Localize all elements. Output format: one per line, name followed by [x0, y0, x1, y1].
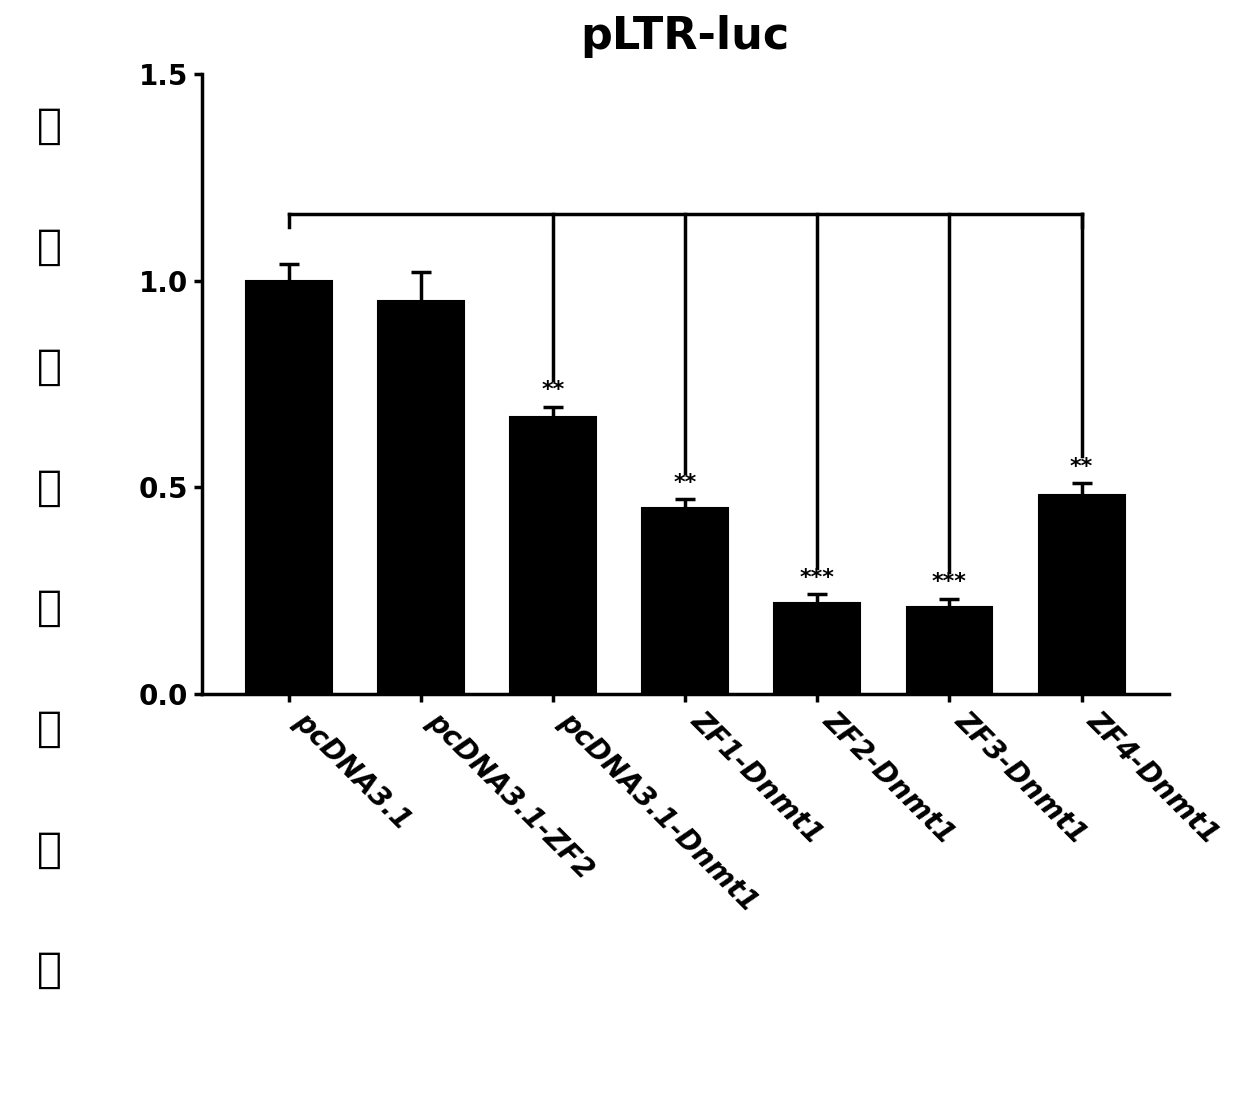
Text: **: **	[1070, 457, 1094, 477]
Bar	[642, 507, 728, 694]
Text: **: **	[673, 473, 697, 493]
Text: 荺: 荺	[37, 105, 62, 147]
Text: 光: 光	[37, 226, 62, 267]
Text: 酶: 酶	[37, 467, 62, 509]
Bar	[1039, 495, 1125, 694]
Bar	[774, 603, 861, 694]
Text: 对: 对	[37, 708, 62, 750]
Bar	[510, 416, 596, 694]
Title: pLTR-luc: pLTR-luc	[580, 15, 790, 58]
Bar	[246, 281, 331, 694]
Text: 素: 素	[37, 346, 62, 388]
Text: 活: 活	[37, 829, 62, 870]
Text: 相: 相	[37, 587, 62, 629]
Text: **: **	[542, 380, 564, 400]
Bar	[906, 607, 992, 694]
Bar	[378, 301, 464, 694]
Text: 性: 性	[37, 949, 62, 991]
Text: ***: ***	[800, 568, 835, 589]
Text: ***: ***	[932, 572, 967, 592]
